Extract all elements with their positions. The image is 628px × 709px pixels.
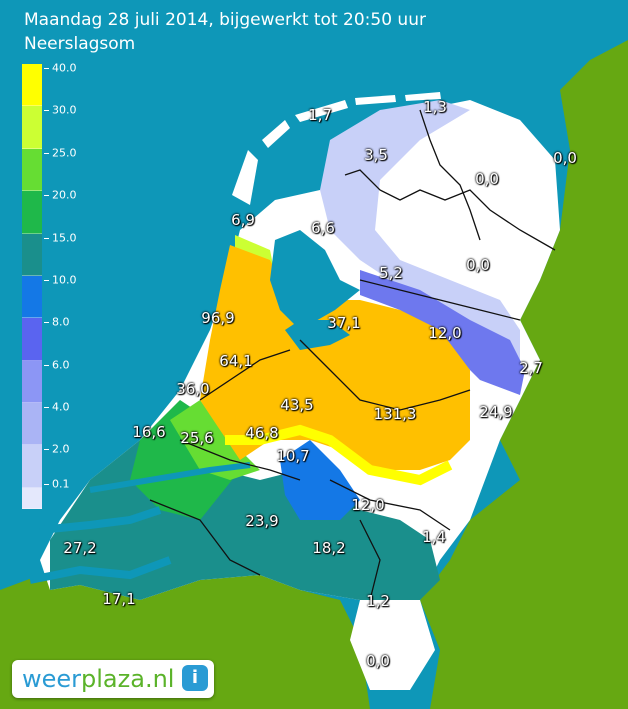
zone-8-10 [360, 270, 525, 395]
legend-swatch [22, 191, 42, 234]
map-subtitle: Neerslagsom [24, 34, 136, 54]
legend-label: 2.0 [52, 442, 70, 456]
legend-label: 20.0 [52, 188, 77, 202]
legend-label: 40.0 [52, 61, 77, 75]
legend-swatch [22, 487, 42, 509]
legend-tick [44, 152, 49, 154]
value-36-0: 36,0 [176, 380, 210, 398]
island-vlieland [262, 120, 290, 148]
haringvliet [89, 462, 251, 493]
value-5-2: 5,2 [379, 264, 403, 282]
legend-tick [44, 237, 49, 239]
ijsselmeer [270, 230, 360, 330]
value-64-1: 64,1 [219, 352, 253, 370]
logo-part-weer: weer [22, 665, 82, 693]
value-17-1: 17,1 [102, 590, 136, 608]
legend-tick [44, 68, 49, 69]
zone-30-40-south [225, 424, 453, 486]
value-0-0-ne: 0,0 [553, 149, 577, 167]
value-0-0-n: 0,0 [475, 170, 499, 188]
logo-part-plaza: plaza.nl [81, 665, 175, 693]
island-ameland [355, 95, 396, 105]
zone-10-15 [280, 440, 360, 520]
neighbour-land-germany [420, 40, 628, 709]
legend-tick [44, 195, 49, 197]
legend-swatch [22, 360, 42, 404]
legend-label: 30.0 [52, 103, 77, 117]
value-96-9: 96,9 [201, 309, 235, 327]
value-37-1: 37,1 [327, 314, 361, 332]
map-title: Maandag 28 juli 2014, bijgewerkt tot 20:… [24, 10, 426, 30]
value-6-6: 6,6 [311, 219, 335, 237]
value-3-5: 3,5 [364, 146, 388, 164]
oosterschelde [39, 506, 162, 534]
value-18-2: 18,2 [312, 539, 346, 557]
legend-label: 25.0 [52, 146, 77, 160]
value-25-6: 25,6 [180, 429, 214, 447]
legend-label: 6.0 [52, 358, 70, 372]
zone-2-4 [320, 100, 520, 380]
legend-tick [44, 449, 49, 451]
legend-tick [44, 322, 49, 324]
legend-label: 15.0 [52, 231, 77, 245]
westerschelde [29, 556, 172, 584]
legend-tick [44, 364, 49, 366]
legend-swatch [22, 403, 42, 446]
legend-label: 0.1 [52, 477, 70, 491]
markermeer [285, 320, 350, 350]
legend-tick [44, 110, 49, 112]
value-24-9: 24,9 [479, 403, 513, 421]
value-16-6: 16,6 [132, 423, 166, 441]
value-12-0-e: 12,0 [428, 324, 462, 342]
island-texel [232, 150, 258, 205]
island-terschelling [295, 100, 348, 122]
value-27-2: 27,2 [63, 539, 97, 557]
info-icon: i [182, 665, 208, 691]
value-46-8: 46,8 [245, 424, 279, 442]
legend-tick [44, 483, 49, 485]
zone-above-40 [200, 245, 470, 470]
legend-label: 4.0 [52, 400, 70, 414]
logo-text: weerplaza.nl [22, 665, 174, 693]
legend-tick [44, 407, 49, 409]
value-6-9: 6,9 [231, 211, 255, 229]
value-1-7: 1,7 [308, 106, 332, 124]
legend-swatch [22, 318, 42, 361]
value-1-2: 1,2 [366, 592, 390, 610]
legend-swatch [22, 148, 42, 192]
province-borders [149, 109, 556, 601]
island-schiermonnikoog [405, 92, 441, 101]
legend-swatch [22, 106, 42, 149]
value-12-0-s: 12,0 [351, 496, 385, 514]
legend-swatch [22, 233, 42, 276]
value-0-0-e: 0,0 [466, 256, 490, 274]
color-legend [22, 64, 42, 509]
legend-swatch [22, 275, 42, 319]
value-2-7: 2,7 [519, 359, 543, 377]
value-43-5: 43,5 [280, 396, 314, 414]
value-131-3: 131,3 [373, 405, 417, 423]
value-1-4: 1,4 [422, 528, 446, 546]
value-10-7: 10,7 [276, 447, 310, 465]
legend-tick [44, 279, 49, 281]
value-1-3: 1,3 [423, 98, 447, 116]
value-23-9: 23,9 [245, 512, 279, 530]
legend-swatch [22, 64, 42, 107]
zone-25-30 [170, 400, 260, 480]
legend-label: 10.0 [52, 273, 77, 287]
weerplaza-logo: weerplaza.nl i [12, 660, 214, 698]
value-0-0-s: 0,0 [366, 652, 390, 670]
legend-label: 8.0 [52, 315, 70, 329]
legend-swatch [22, 445, 42, 488]
